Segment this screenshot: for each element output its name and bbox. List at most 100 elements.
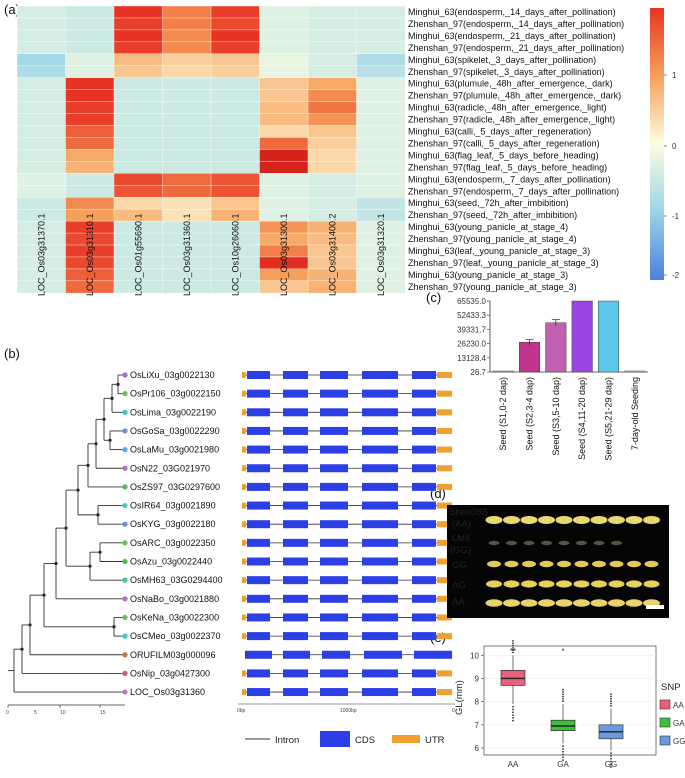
cds-block [247,408,270,417]
tree-axis-label: 5 [34,710,37,716]
heatmap-cell [259,41,309,55]
cds-block [320,464,348,473]
grain [608,599,625,607]
utr-block [242,446,246,453]
tree-leaf-label: OsMH63_03G0294400 [130,575,223,585]
boxplot-outlier [610,755,612,757]
heatmap-cell [16,101,66,115]
grain [611,540,622,546]
heatmap-cell [356,65,406,79]
utr-block [437,465,452,472]
cds-block [320,594,348,603]
phylogenetic-tree: OsLiXu_03g0022130 OsPr106_03g0022150 OsLim… [8,370,223,697]
utr-block [437,539,452,546]
heatmap-cell [16,196,66,210]
significance-marker: * [561,647,564,656]
cds-block [412,371,436,379]
boxplot-y-tick-label: 6 [475,744,480,753]
heatmap-cell [162,161,212,174]
bar-category-label: Seed (S3,5-10 dap) [551,377,561,456]
cds-block [247,371,270,379]
cds-block [412,464,436,473]
bar [518,341,541,373]
cds-block [247,669,270,678]
heatmap-row-label: Zhenshan_97(endosperm,_14_days_after_pol… [408,19,624,29]
cds-block [412,426,436,435]
tree-leaf-marker [122,596,128,602]
grain [643,580,660,588]
heatmap-cell [113,125,163,138]
cds-block [283,538,308,547]
grain [521,580,537,588]
grain [486,580,502,588]
heatmap-cell [162,137,212,150]
cds-block [320,426,348,435]
bar-category-label: Seed (S5,21-29 dap) [604,377,614,461]
heatmap-cell [113,161,163,174]
cds-block [283,688,308,697]
heatmap-cell [65,113,115,127]
heatmap-cell [16,149,66,162]
tree-leaf-label: LOC_Os03g31360 [130,687,205,697]
cds-block [283,445,308,454]
boxplot-x-label: GA [557,760,569,769]
bar-category-label: Seed (S2,3-4 dap) [525,377,535,451]
bar-chart: 65535.0 52433.3 39331.7 26230.0 13128.4 26.7 S… [457,297,648,461]
boxplot-outlier [562,748,564,750]
heatmap-cell [65,173,115,186]
cds-block [247,594,270,603]
tree-leaf-label: OsARC_03g0022350 [130,538,216,548]
cds-block [283,520,308,529]
boxplot-outlier [512,719,514,722]
heatmap-cell [65,77,115,91]
utr-block [437,521,452,528]
cds-block [283,464,308,473]
colorbar-ticks: 1 0 -1 -2 [664,71,680,280]
bar-y-tick-label: 52433.3 [457,311,486,320]
heatmap-cell [259,17,309,31]
boxplot-x-label: AA [508,760,519,769]
heatmap-cell [259,29,309,43]
heatmap-cell [259,137,309,150]
cds-block [362,613,398,622]
cds-block [362,538,398,547]
utr-block [242,372,246,378]
heatmap-cell [259,185,309,198]
structure-axis-label: 0bp [237,708,246,714]
cds-block [245,650,272,659]
heatmap-cell [113,17,163,31]
heatmap-row-label: Zhenshan_97(endosperm,_7_days_after_poll… [408,186,619,196]
heatmap-cell [259,77,309,91]
cds-block [412,538,436,547]
cds-block [412,482,436,491]
heatmap-cell [356,149,406,162]
bar [545,322,567,373]
heatmap-cell [307,137,357,150]
heatmap-cell [65,137,115,150]
grain [608,516,625,524]
boxplot-legend-swatch [659,717,671,728]
grain-row-label: GG [452,560,467,571]
heatmap-row-label: Minghui_63(young_panicle_at_stage_4) [408,222,568,232]
cds-block [283,389,308,398]
cds-block [364,650,402,659]
cds-block [320,688,348,697]
boxplot-legend-title: SNP [661,682,681,693]
heatmap-row-labels: Minghui_63(endosperm,_14_days_after_poll… [408,7,624,292]
utr-block [242,502,246,509]
tree-leaf-marker [122,428,128,434]
cds-block [283,371,308,379]
tree-leaf-marker [122,577,128,583]
boxplot-outlier [610,700,612,703]
heatmap-column-label: LOC_Os03g31310.1 [85,213,95,296]
grain [625,599,643,607]
cds-block [247,445,270,454]
grain [487,560,501,568]
heatmap-cell [307,17,357,31]
grain-row-label: (AA) [452,519,471,530]
grain-row-label: (GG) [450,545,471,556]
utr-block [242,427,246,434]
cds-block [320,520,348,529]
